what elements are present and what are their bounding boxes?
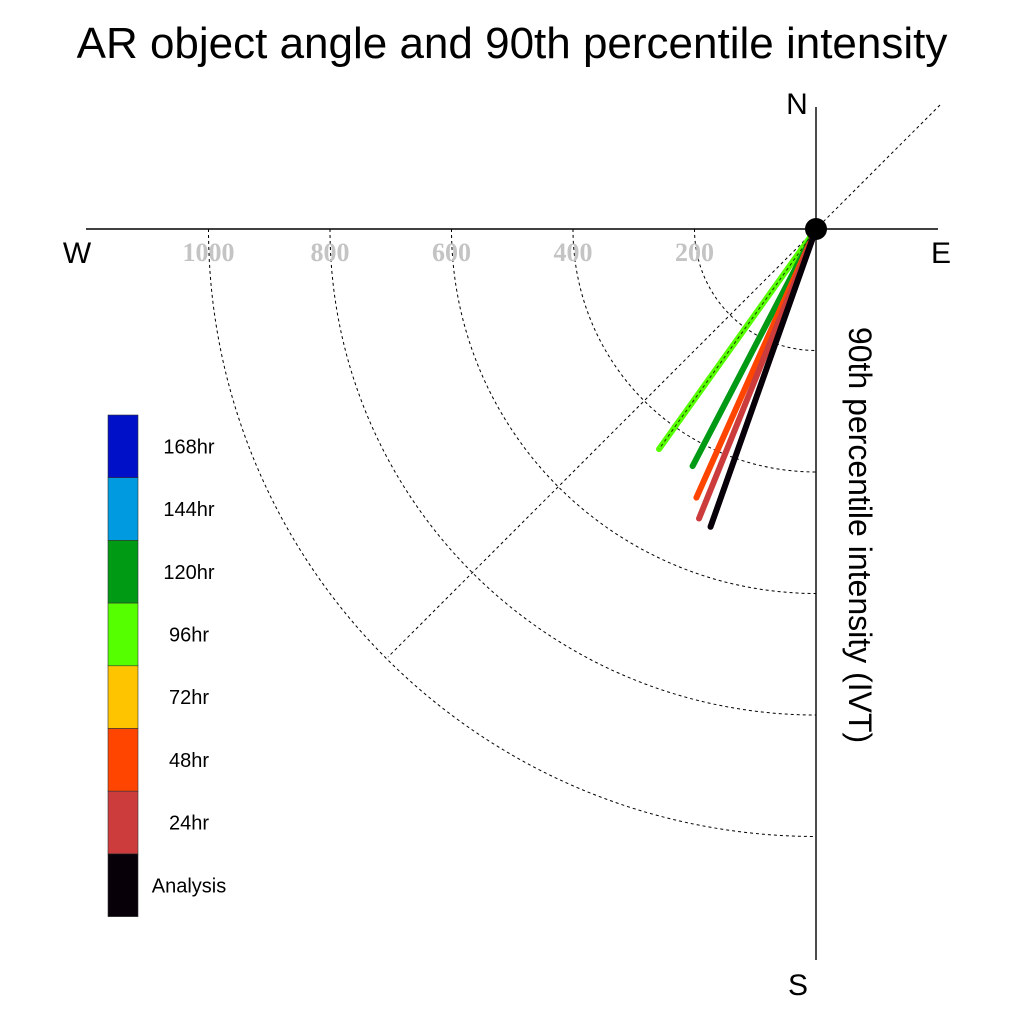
legend-swatch-120hr: [107, 540, 139, 604]
legend-label: 168hr: [163, 436, 214, 458]
series-line-analysis: [707, 226, 819, 530]
tick-label: 400: [554, 238, 593, 267]
legend-label: 24hr: [169, 813, 209, 835]
legend-swatch-analysis: [107, 853, 139, 917]
legend-label: 96hr: [169, 624, 209, 646]
diagonal-guide: [387, 104, 941, 658]
legend-swatch-96hr: [107, 602, 139, 667]
legend-swatch-144hr: [107, 477, 139, 541]
axes: [86, 104, 941, 960]
direction-west: W: [63, 237, 92, 270]
legend-swatch-24hr: [107, 790, 139, 855]
grid-arc-400: [572, 228, 817, 473]
legend-label: 72hr: [169, 687, 209, 709]
grid-arc-600: [451, 228, 817, 594]
legend-label: 120hr: [163, 562, 214, 584]
legend-label: 48hr: [169, 750, 209, 772]
tick-label: 200: [675, 238, 714, 267]
series-vectors: [656, 226, 819, 530]
grid: [208, 228, 817, 837]
legend-swatch-48hr: [107, 728, 139, 792]
legend-swatch-168hr: [107, 414, 139, 479]
legend-swatch-72hr: [107, 665, 139, 729]
y-axis-label: 90th percentile intensity (IVT): [842, 327, 878, 743]
legend: 168hr 144hr 120hr 96hr 72hr 48hr 24hr Analysis: [107, 414, 226, 917]
legend-label: 144hr: [163, 499, 214, 521]
origin-marker: [805, 218, 827, 240]
tick-label: 800: [311, 238, 350, 267]
grid-arc-200: [694, 228, 817, 351]
chart-title: AR object angle and 90th percentile inte…: [77, 19, 948, 68]
legend-label: Analysis: [152, 875, 226, 897]
tick-label: 600: [432, 238, 471, 267]
tick-label: 1000: [183, 238, 235, 267]
series-line-96hr: [656, 226, 819, 453]
radial-tick-labels: 200 400 600 800 1000: [183, 238, 715, 267]
direction-east: E: [931, 237, 951, 270]
direction-north: N: [786, 88, 808, 121]
grid-arc-1000: [208, 228, 817, 837]
grid-arc-800: [329, 228, 817, 716]
direction-south: S: [788, 969, 808, 1002]
